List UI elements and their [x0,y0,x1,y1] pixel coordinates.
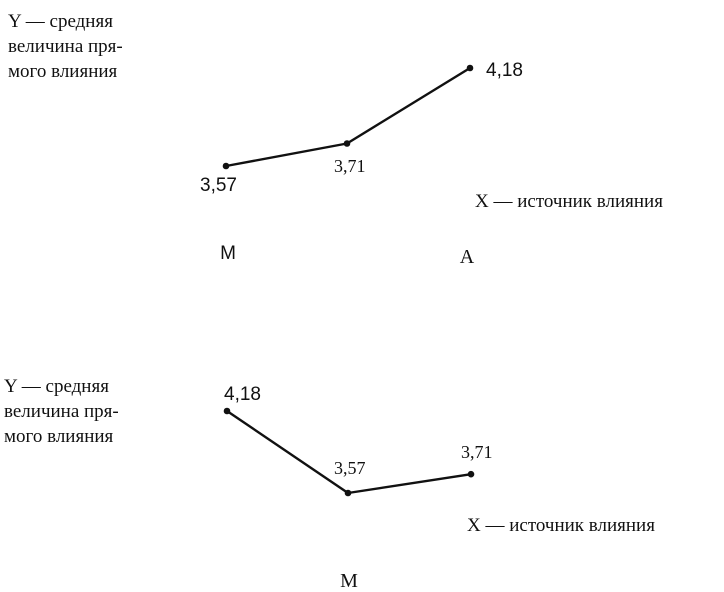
chart-2: Y — средняя величина пря- мого влияния X… [4,376,655,592]
chart-1-point-2 [343,140,351,147]
chart-1-data-label-2: 3,71 [334,156,366,176]
chart-2-data-label-2: 3,57 [334,458,366,478]
chart-2-y-axis-label-line-3: мого влияния [4,426,114,447]
chart-1-series-line [224,66,472,168]
chart-2-y-axis-label-line-1: Y — средняя [4,376,109,397]
chart-2-x-axis-label: X — источник влияния [467,515,655,536]
chart-2-data-label-3: 3,71 [461,442,493,462]
chart-2-data-label-1: 4,18 [224,384,261,405]
chart-1-point-1 [222,162,230,170]
chart-2-category-label-2: M [340,570,358,592]
chart-1-data-label-1: 3,57 [200,175,237,196]
chart-1: Y — средняя величина пря- мого влияния X… [8,11,663,268]
chart-1-y-axis-label-line-3: мого влияния [8,61,118,82]
chart-1-y-axis-label-line-1: Y — средняя [8,11,113,32]
chart-2-series-line [225,409,473,495]
chart-2-point-3 [467,470,475,478]
chart-2-point-2 [344,489,352,497]
chart-1-point-3 [466,64,474,72]
chart-1-category-label-1: M [220,243,236,264]
chart-1-category-label-3: A [460,246,475,268]
chart-1-data-label-3: 4,18 [486,60,523,81]
chart-1-y-axis-label-line-2: величина пря- [8,36,123,57]
chart-1-x-axis-label: X — источник влияния [475,191,663,212]
chart-2-y-axis-label-line-2: величина пря- [4,401,119,422]
chart-2-point-1 [223,407,231,415]
